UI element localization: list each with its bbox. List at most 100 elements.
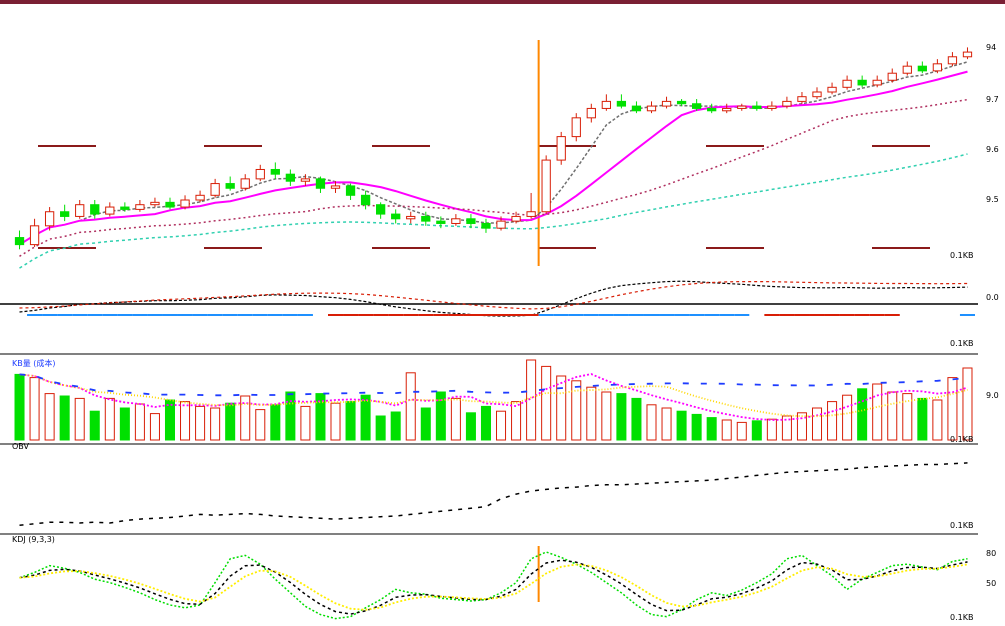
candle-body-58 xyxy=(887,72,897,81)
candle-body-31 xyxy=(481,222,491,229)
volume-bar-42 xyxy=(646,404,657,441)
stock-chart: KB量 (成本) OBV KDJ (9,3,3) 94 9.7 9.6 9.5 … xyxy=(0,40,999,622)
volume-bar-56 xyxy=(857,388,868,441)
volume-bar-28 xyxy=(435,391,446,441)
candle-body-2 xyxy=(44,211,55,227)
obv-title: OBV xyxy=(12,442,30,451)
volume-bar-27 xyxy=(420,407,431,441)
kdj-title: KDJ (9,3,3) xyxy=(12,535,55,544)
volume-bar-19 xyxy=(300,405,311,441)
vol-bottom-label: 0.1KB xyxy=(950,435,973,444)
volume-bar-52 xyxy=(796,412,807,441)
candle-body-32 xyxy=(496,220,506,229)
volume-bar-45 xyxy=(691,413,702,441)
kdj-bottom-label: 0.1KB xyxy=(950,613,973,622)
candle-body-15 xyxy=(240,178,250,189)
candle-body-34 xyxy=(526,211,536,217)
top-accent-bar xyxy=(0,0,1005,4)
candle-body-45 xyxy=(691,103,702,109)
volume-panel xyxy=(14,359,973,441)
candle-body-55 xyxy=(842,79,852,88)
volume-bar-7 xyxy=(119,407,130,441)
candle-body-22 xyxy=(345,185,356,196)
volume-bar-8 xyxy=(134,403,145,441)
volume-bar-46 xyxy=(706,417,717,441)
volume-bar-17 xyxy=(270,404,281,441)
price-tick-2: 9.7 xyxy=(986,95,999,104)
volume-bar-63 xyxy=(962,367,973,441)
volume-bar-18 xyxy=(285,391,296,441)
candle-body-12 xyxy=(195,194,205,201)
candle-body-7 xyxy=(120,206,130,210)
volume-bar-30 xyxy=(465,412,476,441)
kdj-j-line xyxy=(19,551,968,620)
candle-body-4 xyxy=(75,204,85,217)
candle-body-40 xyxy=(616,100,627,107)
candle-body-18 xyxy=(285,173,296,182)
candle-body-5 xyxy=(90,204,100,215)
macd-dea-line xyxy=(19,281,968,310)
volume-bar-24 xyxy=(375,415,386,441)
candle-body-24 xyxy=(376,204,386,215)
vol-ma-long xyxy=(19,373,968,397)
volume-bar-1 xyxy=(29,377,40,441)
volume-bar-32 xyxy=(496,410,507,441)
volume-bar-25 xyxy=(390,411,401,441)
candle-body-59 xyxy=(902,65,912,74)
candle-body-54 xyxy=(827,86,837,93)
kdj-k-line xyxy=(19,559,968,615)
obv-bottom-label: 0.1KB xyxy=(950,521,973,530)
volume-bar-14 xyxy=(225,402,236,441)
candle-body-11 xyxy=(180,199,190,208)
volume-bar-22 xyxy=(345,401,356,441)
volume-bar-15 xyxy=(240,395,251,441)
volume-bar-48 xyxy=(736,421,747,441)
volume-bar-23 xyxy=(360,394,371,441)
volume-title: KB量 (成本) xyxy=(12,358,56,368)
candle-body-20 xyxy=(315,178,326,189)
volume-bar-61 xyxy=(932,399,943,441)
volume-bar-29 xyxy=(450,397,461,441)
candle-body-30 xyxy=(466,218,476,224)
price-tick-3: 9.6 xyxy=(986,145,999,154)
candle-body-29 xyxy=(451,218,461,224)
volume-bar-60 xyxy=(917,397,928,441)
volume-bar-59 xyxy=(902,393,913,441)
candle-body-38 xyxy=(586,107,596,119)
volume-bar-21 xyxy=(330,402,341,441)
kdj-panel xyxy=(19,551,968,620)
macd-panel xyxy=(0,280,978,317)
candle-body-63 xyxy=(962,51,973,58)
kdj-tick-80: 80 xyxy=(986,549,996,558)
volume-bar-41 xyxy=(631,397,642,441)
volume-bar-20 xyxy=(315,393,326,441)
candle-body-23 xyxy=(360,194,371,206)
volume-bar-4 xyxy=(74,397,85,441)
volume-bar-9 xyxy=(149,413,160,441)
candle-body-44 xyxy=(676,100,687,105)
volume-bar-57 xyxy=(872,383,883,441)
vol-tick: 9.0 xyxy=(986,391,999,400)
candle-body-26 xyxy=(406,215,416,220)
price-panel xyxy=(0,40,978,602)
candle-body-37 xyxy=(571,117,581,138)
volume-bar-34 xyxy=(526,359,537,441)
candle-body-56 xyxy=(857,79,867,86)
candle-body-28 xyxy=(436,220,446,224)
obv-line xyxy=(19,462,968,527)
candle-body-3 xyxy=(60,211,70,217)
volume-bar-0 xyxy=(14,373,25,441)
candle-body-0 xyxy=(14,237,25,246)
volume-bar-31 xyxy=(480,405,491,441)
candle-body-16 xyxy=(255,168,265,180)
volume-bar-62 xyxy=(947,377,958,441)
volume-bar-33 xyxy=(511,401,522,441)
ma20-line xyxy=(19,98,968,257)
candle-body-46 xyxy=(707,107,717,112)
volume-bar-5 xyxy=(89,410,100,441)
volume-bar-13 xyxy=(210,407,221,441)
candle-body-1 xyxy=(29,225,40,246)
volume-bar-55 xyxy=(842,394,853,441)
volume-bar-40 xyxy=(616,393,627,441)
candle-body-48 xyxy=(737,105,747,109)
